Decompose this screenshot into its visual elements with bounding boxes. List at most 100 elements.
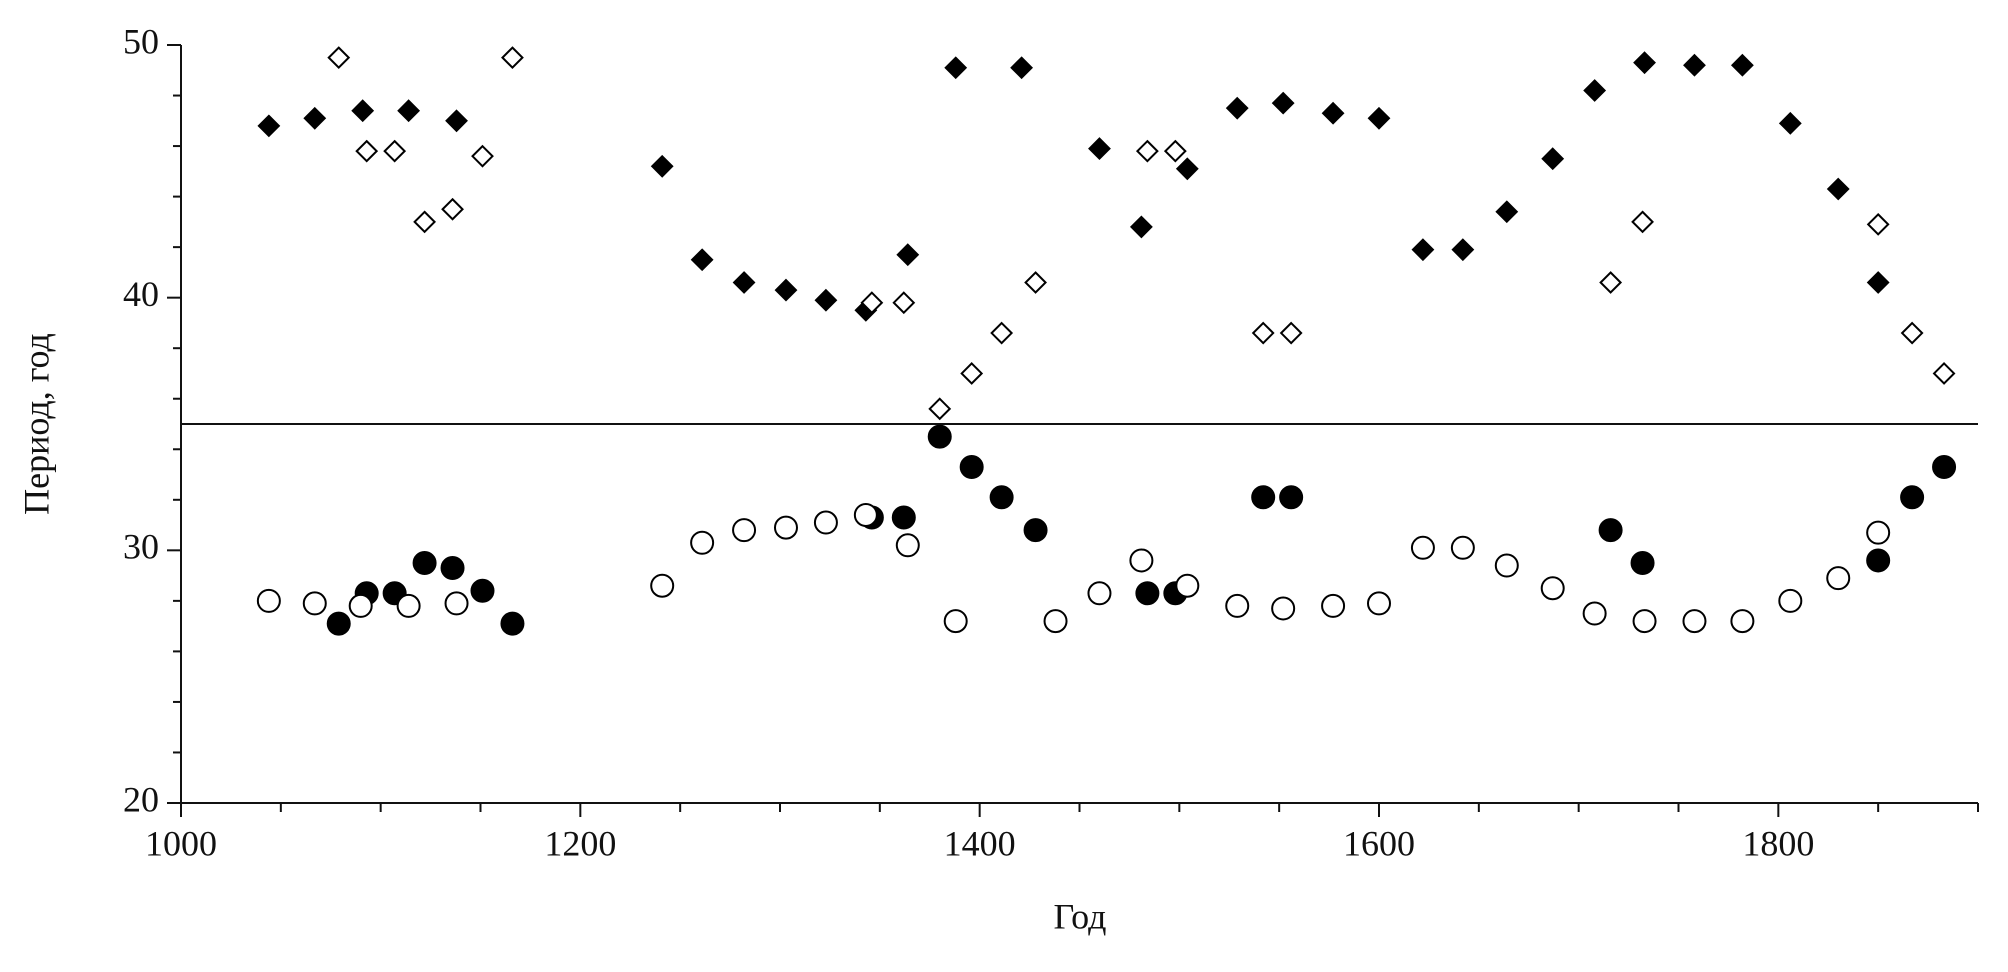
diamond-marker xyxy=(928,397,952,421)
diamond-marker xyxy=(1321,101,1345,125)
circle-marker xyxy=(326,611,351,636)
diamond-marker xyxy=(1599,271,1623,294)
diamond-marker xyxy=(1900,321,1924,345)
diamond-marker xyxy=(1279,321,1303,345)
diamond-marker xyxy=(774,278,798,302)
circle-marker xyxy=(1632,609,1657,634)
circle-marker xyxy=(396,593,421,618)
y-tick-label: 30 xyxy=(123,527,159,567)
diamond-marker xyxy=(257,114,281,138)
diamond-marker xyxy=(1866,271,1890,294)
circle-marker xyxy=(412,550,437,575)
circle-marker xyxy=(773,515,798,540)
diamond-marker xyxy=(327,46,351,70)
circle-marker xyxy=(1023,518,1048,543)
x-axis-label: Год xyxy=(1054,896,1107,936)
diamond-marker xyxy=(1451,238,1475,262)
diamond-marker xyxy=(351,99,375,123)
diamond-marker xyxy=(1163,139,1187,163)
circle-marker xyxy=(1225,593,1250,618)
circle-marker xyxy=(690,530,715,555)
circle-marker xyxy=(1866,548,1891,573)
diamond-marker xyxy=(732,271,756,294)
diamond-marker xyxy=(1730,53,1754,77)
diamond-marker xyxy=(501,46,524,70)
diamond-marker xyxy=(1010,56,1034,80)
diamond-marker xyxy=(814,288,838,312)
circle-marker xyxy=(440,556,465,581)
diamond-marker xyxy=(1826,177,1850,201)
diamond-marker xyxy=(1175,157,1199,181)
diamond-marker xyxy=(892,291,916,315)
diamond-marker xyxy=(471,144,494,168)
circle-marker xyxy=(1279,485,1304,510)
circle-marker xyxy=(1932,454,1957,479)
diamond-marker xyxy=(960,362,984,385)
diamond-marker xyxy=(1541,147,1565,171)
circle-marker xyxy=(895,533,920,558)
diamond-marker xyxy=(1932,362,1956,385)
diamond-marker xyxy=(445,109,468,133)
circle-marker xyxy=(1251,485,1276,510)
diamond-marker xyxy=(1633,51,1656,75)
circle-marker xyxy=(444,591,469,616)
diamond-marker xyxy=(860,291,884,315)
circle-marker xyxy=(1175,573,1200,598)
circle-marker xyxy=(1866,520,1891,545)
circle-marker xyxy=(256,588,281,613)
diamond-marker xyxy=(1225,96,1249,120)
x-tick-label: 1000 xyxy=(145,823,217,863)
circle-marker xyxy=(1598,518,1623,543)
circle-marker xyxy=(1682,609,1707,634)
diamond-marker xyxy=(896,243,920,267)
diamond-marker xyxy=(1129,215,1153,239)
circle-marker xyxy=(1540,576,1565,601)
circle-marker xyxy=(959,454,984,479)
circle-marker xyxy=(1321,593,1346,618)
circle-marker xyxy=(891,505,916,530)
circle-marker xyxy=(1900,485,1925,510)
diamond-marker xyxy=(1683,53,1706,77)
y-axis-label: Период, год xyxy=(16,333,56,515)
circle-marker xyxy=(1630,550,1655,575)
circle-marker xyxy=(470,578,495,603)
circle-marker xyxy=(1494,553,1519,578)
x-tick-label: 1400 xyxy=(944,823,1016,863)
circle-marker xyxy=(1450,535,1475,560)
circle-marker xyxy=(813,510,838,535)
circle-marker xyxy=(853,502,878,527)
circle-marker xyxy=(348,593,373,618)
diamond-marker xyxy=(1367,106,1391,130)
diamond-marker xyxy=(650,154,674,178)
diamond-marker xyxy=(441,197,464,221)
circle-marker xyxy=(1582,601,1607,626)
x-tick-label: 1600 xyxy=(1343,823,1415,863)
circle-marker xyxy=(989,485,1014,510)
diamond-marker xyxy=(413,210,437,234)
y-tick-label: 20 xyxy=(123,779,159,819)
circle-marker xyxy=(1043,609,1068,634)
diamond-marker xyxy=(1251,321,1275,345)
y-tick-label: 40 xyxy=(123,274,159,314)
diamond-marker xyxy=(690,248,714,272)
diamond-marker xyxy=(1088,137,1111,161)
circle-marker xyxy=(1129,548,1154,573)
diamond-marker xyxy=(383,139,407,163)
diamond-marker xyxy=(1631,210,1654,234)
x-tick-label: 1200 xyxy=(544,823,616,863)
circle-marker xyxy=(500,611,525,636)
circle-marker xyxy=(1826,566,1851,591)
diamond-marker xyxy=(1583,79,1607,102)
x-tick-label: 1800 xyxy=(1742,823,1814,863)
circle-marker xyxy=(650,573,675,598)
diamond-marker xyxy=(303,106,327,130)
diamond-marker xyxy=(1135,139,1159,163)
diamond-marker xyxy=(990,321,1014,345)
circle-marker xyxy=(1087,581,1112,606)
diamond-marker xyxy=(1271,91,1295,115)
y-tick-label: 50 xyxy=(123,21,159,61)
circle-marker xyxy=(927,424,952,449)
circle-marker xyxy=(1778,588,1803,613)
circle-marker xyxy=(1135,581,1160,606)
